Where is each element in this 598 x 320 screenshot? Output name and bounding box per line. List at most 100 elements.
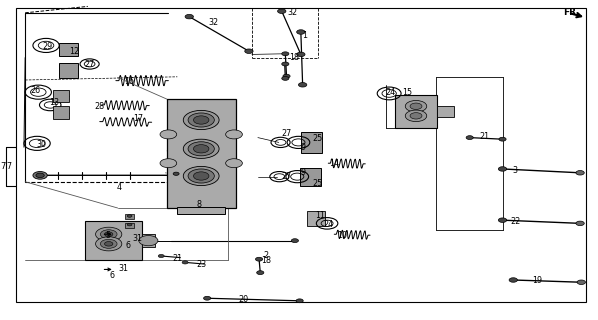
Circle shape	[184, 166, 219, 186]
Bar	[167, 99, 236, 208]
Circle shape	[96, 227, 122, 241]
Circle shape	[185, 14, 193, 19]
Circle shape	[225, 130, 242, 139]
Circle shape	[498, 167, 507, 171]
Text: 16: 16	[124, 77, 135, 86]
Text: 24: 24	[385, 88, 395, 97]
Bar	[59, 63, 78, 78]
Circle shape	[257, 271, 264, 275]
Circle shape	[466, 136, 473, 140]
Text: 22: 22	[511, 217, 521, 226]
Circle shape	[139, 236, 158, 246]
Text: 3: 3	[512, 166, 517, 175]
Text: 30: 30	[37, 140, 47, 149]
Circle shape	[277, 9, 286, 13]
Text: 6: 6	[110, 271, 115, 280]
Text: FR.: FR.	[563, 8, 580, 17]
Circle shape	[576, 171, 584, 175]
Bar	[437, 106, 454, 117]
Circle shape	[188, 142, 214, 156]
Text: 26: 26	[31, 86, 41, 95]
Circle shape	[158, 254, 164, 258]
Circle shape	[182, 261, 188, 264]
Circle shape	[577, 280, 585, 284]
Circle shape	[576, 221, 584, 226]
Text: 4: 4	[117, 183, 122, 192]
Circle shape	[100, 239, 117, 248]
Bar	[126, 214, 134, 219]
Circle shape	[245, 49, 253, 53]
Circle shape	[282, 76, 289, 80]
Circle shape	[160, 159, 177, 168]
Text: 9: 9	[300, 168, 305, 177]
Text: 9: 9	[300, 143, 305, 152]
Text: 20: 20	[239, 295, 249, 304]
Text: 12: 12	[69, 47, 79, 56]
Circle shape	[184, 110, 219, 130]
Circle shape	[105, 232, 113, 236]
Circle shape	[499, 137, 506, 141]
Circle shape	[105, 242, 113, 246]
Circle shape	[296, 299, 303, 303]
Circle shape	[282, 62, 289, 66]
Bar	[59, 43, 78, 56]
Bar	[300, 168, 321, 186]
Text: 6: 6	[126, 241, 130, 250]
Circle shape	[96, 237, 122, 251]
Text: 19: 19	[532, 276, 542, 285]
Text: 32: 32	[288, 8, 298, 17]
Bar	[53, 90, 69, 102]
Text: 8: 8	[197, 200, 202, 209]
Bar	[53, 106, 69, 119]
Circle shape	[297, 52, 305, 57]
Text: 7: 7	[1, 162, 6, 171]
Text: 2: 2	[263, 252, 268, 260]
Text: 10: 10	[338, 231, 347, 240]
Text: 29: 29	[42, 42, 53, 51]
Text: 18: 18	[261, 256, 271, 265]
Circle shape	[160, 130, 177, 139]
Text: 21: 21	[172, 254, 182, 263]
Circle shape	[184, 139, 219, 158]
Text: 25: 25	[312, 134, 323, 143]
Text: 27: 27	[282, 172, 292, 181]
Text: 5: 5	[105, 231, 110, 240]
Circle shape	[193, 145, 209, 153]
Bar	[178, 207, 225, 214]
Circle shape	[282, 52, 289, 56]
Bar	[85, 221, 142, 260]
Circle shape	[203, 296, 210, 300]
Circle shape	[188, 169, 214, 183]
Text: 7: 7	[6, 162, 11, 171]
Bar	[301, 132, 322, 153]
Circle shape	[173, 172, 179, 175]
Text: 18: 18	[289, 53, 298, 62]
Circle shape	[509, 278, 517, 282]
Text: 28: 28	[94, 102, 105, 111]
Bar	[126, 223, 134, 228]
Circle shape	[255, 257, 263, 261]
Text: 27: 27	[84, 60, 94, 68]
Circle shape	[127, 215, 132, 217]
Text: 32: 32	[208, 18, 218, 27]
Text: 27: 27	[282, 129, 292, 138]
Circle shape	[225, 159, 242, 168]
Text: 25: 25	[312, 179, 323, 188]
Circle shape	[100, 230, 117, 239]
Circle shape	[33, 172, 47, 179]
Text: 15: 15	[402, 88, 412, 97]
Circle shape	[188, 113, 214, 127]
Circle shape	[193, 172, 209, 180]
Circle shape	[298, 83, 307, 87]
Circle shape	[283, 74, 290, 78]
Circle shape	[291, 239, 298, 243]
Text: 31: 31	[132, 234, 142, 243]
Circle shape	[193, 116, 209, 124]
Circle shape	[127, 223, 132, 226]
Text: 21: 21	[480, 132, 490, 140]
Bar	[142, 234, 155, 247]
Circle shape	[36, 173, 44, 178]
Circle shape	[297, 30, 305, 34]
Text: 13: 13	[50, 98, 59, 107]
Text: 11: 11	[315, 211, 325, 220]
